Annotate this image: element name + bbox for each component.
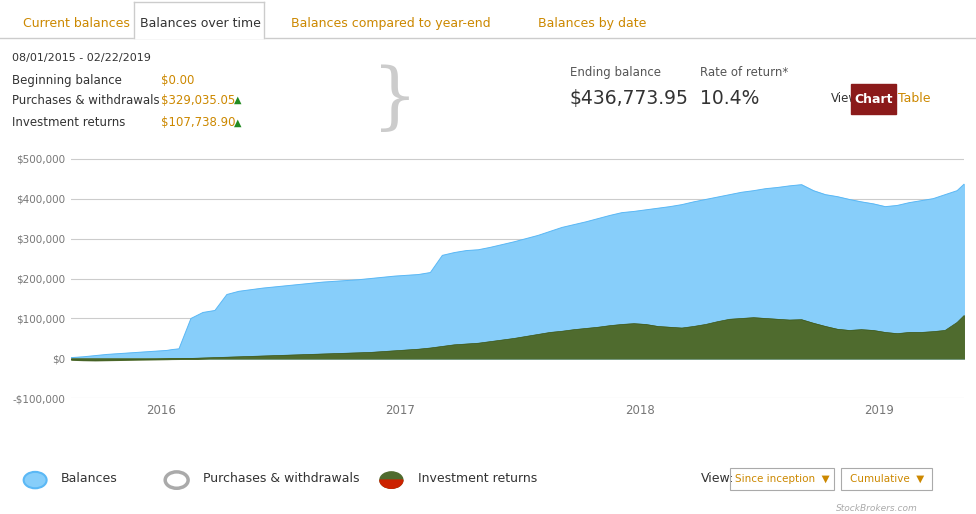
Text: Cumulative  ▼: Cumulative ▼ <box>849 473 924 484</box>
Text: Ending balance: Ending balance <box>570 66 661 80</box>
Text: Purchases & withdrawals: Purchases & withdrawals <box>12 94 159 107</box>
Text: Purchases & withdrawals: Purchases & withdrawals <box>203 472 359 485</box>
Text: View:: View: <box>831 92 862 105</box>
Text: }: } <box>372 65 419 136</box>
Text: ▲: ▲ <box>234 95 242 105</box>
Text: 08/01/2015 - 02/22/2019: 08/01/2015 - 02/22/2019 <box>12 53 150 63</box>
Text: Chart: Chart <box>854 93 893 106</box>
Text: Balances: Balances <box>61 472 117 485</box>
Text: ▲: ▲ <box>234 117 242 127</box>
Text: $0.00: $0.00 <box>161 74 194 87</box>
Text: Table: Table <box>898 92 931 105</box>
Text: Investment returns: Investment returns <box>12 116 125 129</box>
Circle shape <box>380 472 403 488</box>
Text: StockBrokers.com: StockBrokers.com <box>835 504 917 513</box>
Text: $107,738.90: $107,738.90 <box>161 116 235 129</box>
Text: View:: View: <box>701 472 734 485</box>
Text: $436,773.95: $436,773.95 <box>570 89 689 108</box>
Text: Balances compared to year-end: Balances compared to year-end <box>291 16 490 30</box>
Text: Rate of return*: Rate of return* <box>700 66 788 80</box>
Text: Balances over time: Balances over time <box>140 16 261 30</box>
Text: Current balances: Current balances <box>22 16 130 30</box>
Text: $329,035.05: $329,035.05 <box>161 94 235 107</box>
Text: Since inception  ▼: Since inception ▼ <box>735 473 830 484</box>
Text: Beginning balance: Beginning balance <box>12 74 122 87</box>
Circle shape <box>23 472 47 488</box>
Circle shape <box>165 472 188 488</box>
Text: Investment returns: Investment returns <box>418 472 537 485</box>
Text: Balances by date: Balances by date <box>538 16 647 30</box>
Text: 10.4%: 10.4% <box>700 89 759 108</box>
Wedge shape <box>380 480 403 488</box>
